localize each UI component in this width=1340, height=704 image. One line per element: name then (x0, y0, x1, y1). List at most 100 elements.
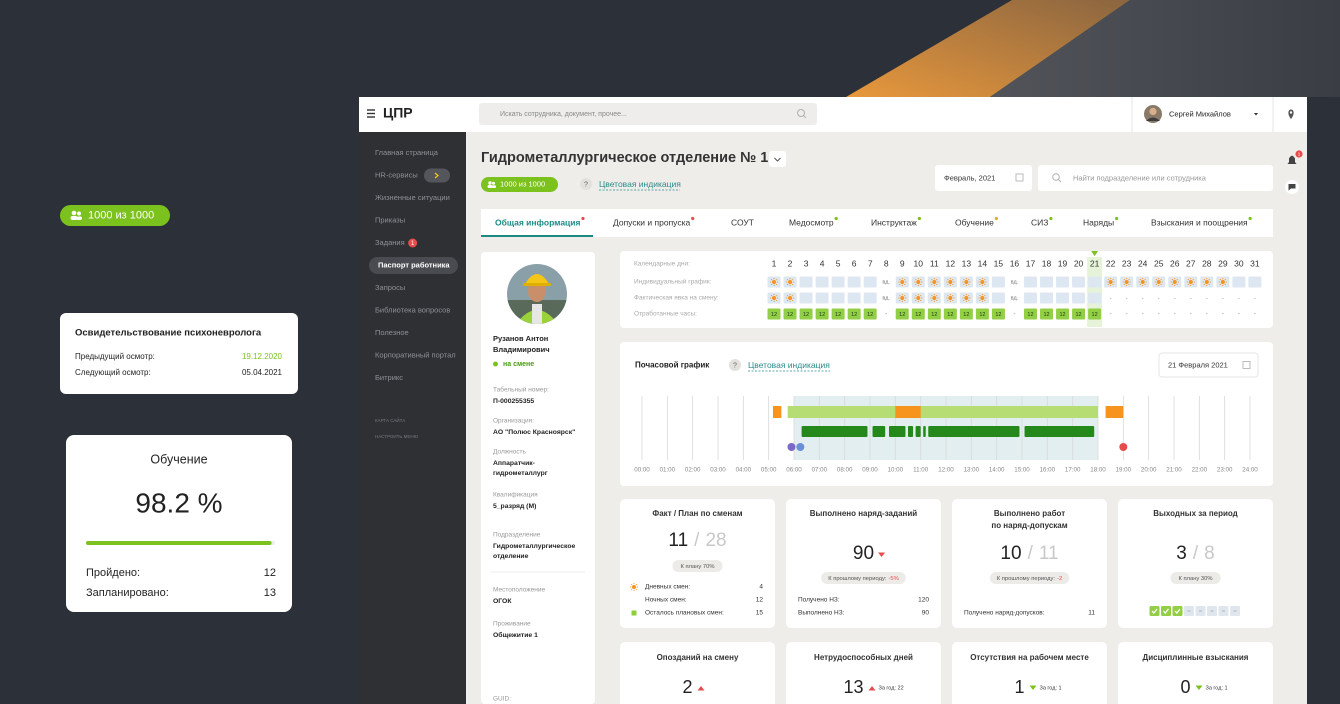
kpi-value: 10 (1000, 543, 1021, 564)
tab-underline (481, 235, 593, 237)
kpi-pill-text: К плану 70% (680, 564, 714, 570)
sun-ray (919, 278, 922, 281)
kpi-value: 13 (843, 677, 863, 697)
tab-dot (691, 216, 695, 221)
menu-item[interactable]: Жизненные ситуации (375, 193, 450, 202)
menu-item[interactable]: Задания (375, 238, 405, 247)
user-caret[interactable] (1254, 113, 1258, 116)
hours-value: 12 (771, 312, 777, 318)
menu-item[interactable]: Корпоративный портал (375, 350, 456, 359)
menu-footer[interactable]: КАРТА САЙТА (375, 416, 405, 423)
sidebar (359, 132, 466, 704)
sun-ray (1160, 283, 1162, 286)
color-legend-link[interactable]: Цветовая индикация (748, 360, 830, 370)
field-label: Проживание (493, 621, 531, 628)
kpi-row-value: 90 (922, 610, 930, 617)
date-picker[interactable] (1158, 352, 1259, 378)
kpi-title: Дисциплинные взыскания (1143, 653, 1249, 662)
search-placeholder: Искать сотрудника, документ, прочее... (500, 111, 627, 118)
kpi-pill-text: К прошлому периоду: (828, 576, 887, 582)
sun-icon (948, 280, 953, 284)
kpi-pill (1170, 572, 1221, 584)
menu-item[interactable]: Библиотека вопросов (375, 305, 450, 314)
sun-ray (775, 299, 778, 302)
calendar-day: 21 (1090, 258, 1100, 268)
menu-item[interactable]: Запросы (375, 283, 405, 292)
sun-ray (1187, 278, 1190, 281)
sun-ray (635, 588, 638, 591)
tab[interactable]: Инструктаж (871, 217, 917, 227)
menu-footer[interactable]: НАСТРОИТЬ МЕНЮ (375, 434, 419, 439)
tab[interactable]: СИЗ (1031, 217, 1048, 227)
row-value: 19.12.2020 (242, 352, 283, 361)
tab[interactable]: Допуски и пропуска (613, 217, 690, 227)
period-picker[interactable] (935, 165, 1032, 191)
title-dropdown[interactable] (769, 151, 786, 167)
shift-cell-text: - (1126, 295, 1128, 301)
global-search[interactable] (479, 103, 817, 125)
x-tick-label: 08:00 (837, 467, 853, 474)
x-tick-label: 03:00 (710, 467, 726, 474)
sun-ray (791, 278, 794, 281)
menu-item[interactable]: Паспорт работника (378, 260, 450, 269)
menu-item[interactable]: Битрикс (375, 373, 403, 382)
menu-icon[interactable] (367, 109, 375, 118)
sun-icon (930, 294, 939, 302)
trend-arrow (1195, 685, 1203, 690)
profile-photo (507, 264, 567, 324)
kpi-value: 10 /11 (1000, 543, 1058, 564)
tab-dot (994, 216, 998, 221)
calendar-day: 29 (1218, 258, 1228, 268)
calendar-day: 2 (788, 258, 793, 268)
tab[interactable]: Обучение (955, 217, 994, 227)
menu-item[interactable]: Главная страница (375, 148, 439, 157)
location-icon[interactable] (1288, 109, 1294, 120)
work-bar (801, 426, 868, 437)
square-icon (631, 610, 637, 616)
count-badge (60, 205, 170, 226)
sun-icon (1188, 280, 1193, 284)
trend-arrow (697, 686, 705, 691)
sun-ray (1123, 278, 1125, 281)
tab-dot (917, 216, 921, 221)
field-value: П-000255355 (493, 398, 534, 405)
calendar-icon (1242, 361, 1251, 369)
tabs-bar (481, 209, 1273, 237)
sun-ray (979, 299, 981, 302)
sun-ray (935, 283, 938, 286)
plan-bar (787, 406, 1098, 418)
menu-item[interactable]: Полезное (375, 328, 409, 337)
kpi-row-value: 120 (918, 597, 929, 604)
kpi-value: 0 (1180, 677, 1190, 697)
sun-icon (914, 278, 923, 286)
sun-ray (786, 299, 789, 302)
tab[interactable]: СОУТ (731, 217, 754, 227)
hours-cell (799, 308, 813, 320)
sun-ray (984, 283, 986, 286)
color-legend-link[interactable]: Цветовая индикация (599, 179, 681, 189)
bell-icon[interactable] (1287, 155, 1297, 164)
tab[interactable]: Общая информация (495, 217, 580, 227)
field-value: отделение (493, 553, 529, 560)
kpi-title: Выходных за период (1153, 509, 1238, 518)
sun-icon (900, 280, 905, 284)
help-mark: ? (733, 362, 737, 369)
unit-search[interactable] (1038, 165, 1273, 191)
shift-cell-text: вд. (1011, 295, 1019, 301)
field-label: Должность (493, 449, 527, 456)
tab[interactable]: Наряды (1083, 217, 1114, 227)
x-tick-label: 24:00 (1242, 467, 1258, 474)
help-icon[interactable] (580, 178, 592, 190)
field-label: Местоположение (493, 587, 545, 594)
user-name[interactable]: Сергей Михайлов (1169, 109, 1231, 118)
tab[interactable]: Медосмотр (789, 217, 834, 227)
menu-item[interactable]: HR-сервисы (375, 170, 418, 179)
shift-cell (863, 276, 877, 288)
help-icon[interactable] (729, 359, 741, 371)
menu-item[interactable]: Приказы (375, 215, 405, 224)
tab[interactable]: Взыскания и поощрения (1151, 217, 1248, 227)
kpi-pill (821, 572, 906, 584)
sun-ray (775, 283, 778, 286)
sun-ray (984, 278, 986, 281)
